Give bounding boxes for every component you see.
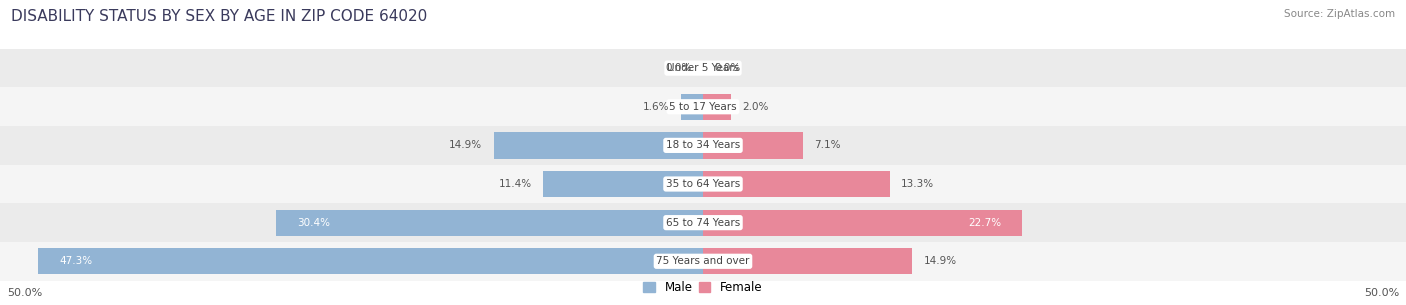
Bar — [0, 165, 1406, 203]
Text: 2.0%: 2.0% — [742, 102, 769, 112]
Text: 0.0%: 0.0% — [665, 63, 692, 73]
Text: 22.7%: 22.7% — [967, 218, 1001, 228]
Text: 18 to 34 Years: 18 to 34 Years — [666, 140, 740, 150]
Text: 13.3%: 13.3% — [901, 179, 935, 189]
Bar — [703, 94, 731, 120]
Text: 1.6%: 1.6% — [643, 102, 669, 112]
Bar — [0, 242, 1406, 281]
Text: 35 to 64 Years: 35 to 64 Years — [666, 179, 740, 189]
Legend: Male, Female: Male, Female — [638, 277, 768, 299]
Text: 7.1%: 7.1% — [814, 140, 841, 150]
Bar — [0, 88, 1406, 126]
Bar — [0, 49, 1406, 88]
Text: 50.0%: 50.0% — [1364, 288, 1399, 298]
Text: 47.3%: 47.3% — [59, 256, 93, 266]
Text: 30.4%: 30.4% — [297, 218, 329, 228]
Bar — [38, 248, 703, 274]
Text: 5 to 17 Years: 5 to 17 Years — [669, 102, 737, 112]
Text: 11.4%: 11.4% — [498, 179, 531, 189]
Bar — [0, 203, 1406, 242]
Text: DISABILITY STATUS BY SEX BY AGE IN ZIP CODE 64020: DISABILITY STATUS BY SEX BY AGE IN ZIP C… — [11, 9, 427, 24]
Text: 75 Years and over: 75 Years and over — [657, 256, 749, 266]
Bar — [543, 171, 703, 197]
Text: 14.9%: 14.9% — [924, 256, 957, 266]
Bar — [494, 132, 703, 159]
Text: 14.9%: 14.9% — [449, 140, 482, 150]
Bar — [703, 248, 912, 274]
Bar — [703, 210, 1022, 236]
Bar — [703, 171, 890, 197]
Text: 0.0%: 0.0% — [714, 63, 741, 73]
Bar — [0, 126, 1406, 165]
Bar — [681, 94, 703, 120]
Text: Under 5 Years: Under 5 Years — [666, 63, 740, 73]
Text: 65 to 74 Years: 65 to 74 Years — [666, 218, 740, 228]
Bar — [276, 210, 703, 236]
Text: Source: ZipAtlas.com: Source: ZipAtlas.com — [1284, 9, 1395, 19]
Bar — [703, 132, 803, 159]
Text: 50.0%: 50.0% — [7, 288, 42, 298]
